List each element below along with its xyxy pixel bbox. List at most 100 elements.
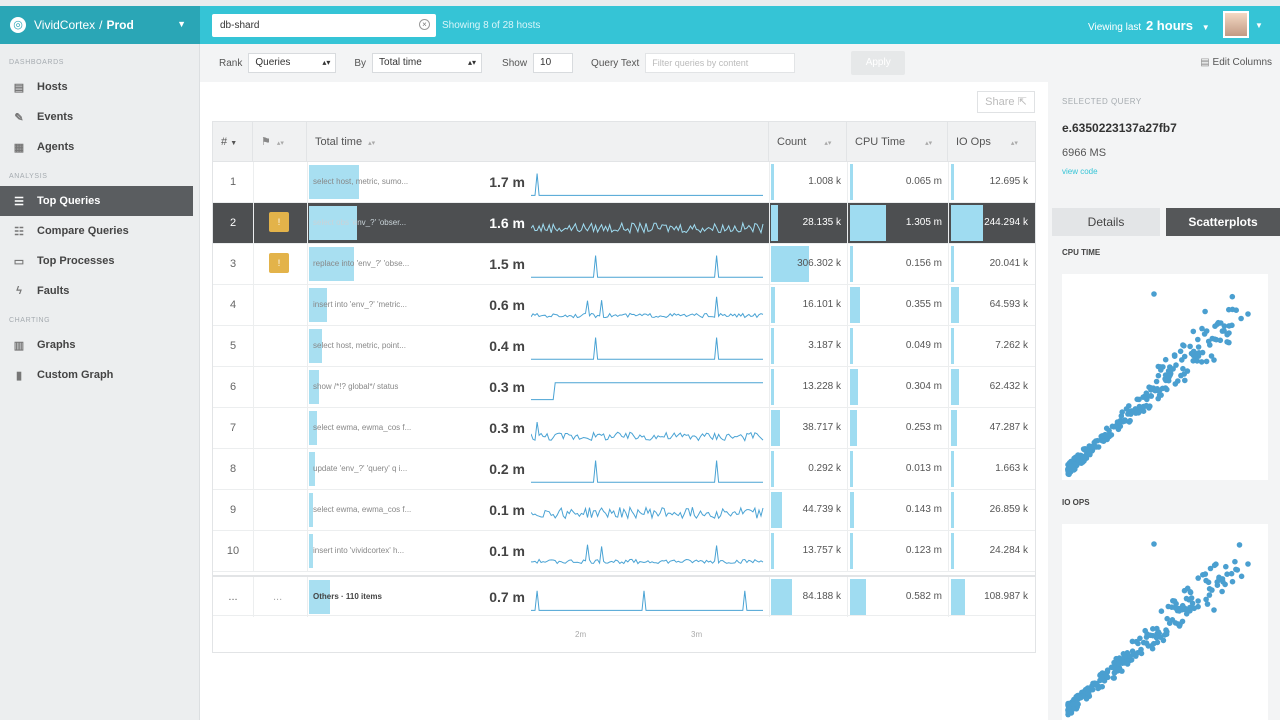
query-text: select ewma, ewma_cos f... <box>313 423 412 432</box>
sidebar-item-label: Agents <box>37 141 75 153</box>
table-row[interactable]: 6 show /*!? global*/ status 0.3 m 13.228 k 0… <box>213 367 1035 408</box>
column-divider <box>948 490 949 530</box>
header-flag[interactable]: ⚑ ▴▾ <box>253 122 307 162</box>
table-row[interactable]: 9 select ewma, ewma_cos f... 0.1 m 44.739 k… <box>213 490 1035 531</box>
flag-badge-icon[interactable]: ! <box>269 253 289 273</box>
scatter-point <box>1114 666 1121 672</box>
scatter-point <box>1233 566 1239 573</box>
sidebar-item-label: Events <box>37 111 74 123</box>
scatter-point <box>1164 615 1170 622</box>
sparkline-path <box>531 544 764 565</box>
query-text-input[interactable]: Filter queries by content <box>645 53 796 73</box>
scatter-point <box>1203 596 1209 603</box>
scatter-point <box>1119 409 1125 415</box>
scatter-point <box>1154 386 1161 392</box>
scatter-point <box>1163 631 1170 637</box>
sidebar-item-top-queries[interactable]: ☰ Top Queries <box>0 186 193 216</box>
scatter-point <box>1204 601 1211 607</box>
column-divider <box>847 326 848 366</box>
table-row[interactable]: 5 select host, metric, point... 0.4 m 3.187… <box>213 326 1035 367</box>
scatter-point <box>1170 366 1176 372</box>
column-divider <box>948 244 949 284</box>
cpu-time-value: 0.143 m <box>905 504 942 515</box>
scatter-point <box>1065 706 1072 712</box>
scatter-point <box>1188 595 1195 601</box>
table-row[interactable]: 2! select obs 'env_?' 'obser... 1.6 m 28.13… <box>213 203 1035 244</box>
tab-details[interactable]: Details <box>1052 208 1160 236</box>
time-range-selector[interactable]: Viewing last 2 hours ▼ <box>1088 18 1210 33</box>
show-input[interactable]: 10 <box>533 53 574 73</box>
header-io-ops[interactable]: IO Ops ▴▾ <box>956 136 1018 148</box>
flag-badge-icon[interactable]: ! <box>269 212 289 232</box>
view-code-link[interactable]: view code <box>1062 167 1098 176</box>
cpu-time-value: 0.304 m <box>905 381 942 392</box>
scatter-point <box>1211 357 1217 363</box>
sparkline-path <box>531 422 764 442</box>
sidebar-item-custom-graph[interactable]: ▮ Custom Graph <box>0 360 199 390</box>
by-label: By <box>354 57 367 69</box>
host-search-input[interactable]: db-shard × <box>212 14 436 37</box>
cpu-time-plot-label: CPU TIME <box>1062 248 1101 257</box>
sidebar-item-graphs[interactable]: ▥ Graphs <box>0 330 199 360</box>
host-count-text: Showing 8 of 28 hosts <box>442 20 541 31</box>
header-count[interactable]: Count ▴▾ <box>769 122 847 162</box>
share-button[interactable]: Share ⇱ <box>977 91 1035 113</box>
by-select[interactable]: Total time ▴▾ <box>372 53 483 73</box>
table-row[interactable]: 3! replace into 'env_?' 'obse... 1.5 m 306.… <box>213 244 1035 285</box>
tab-scatterplots[interactable]: Scatterplots <box>1166 208 1280 236</box>
cpu-time-value: 0.355 m <box>905 299 942 310</box>
column-divider <box>847 531 848 571</box>
cpu-bar <box>850 205 886 241</box>
scatter-point <box>1229 578 1236 585</box>
table-row[interactable]: ...... Others · 110 items 0.7 m 84.188 k 0.5… <box>213 575 1035 617</box>
scatter-point <box>1113 423 1119 430</box>
header-total-time[interactable]: Total time ▴▾ <box>307 122 769 162</box>
total-time-value: 0.7 m <box>489 589 525 605</box>
column-divider <box>307 490 308 530</box>
sidebar-section-title: CHARTING <box>9 317 51 324</box>
scatter-point <box>1086 448 1093 454</box>
scatter-point <box>1180 365 1186 372</box>
edit-columns-button[interactable]: ▤ Edit Columns <box>1200 57 1272 68</box>
scatter-point <box>1151 541 1157 547</box>
column-divider <box>769 449 770 489</box>
sidebar-item-agents[interactable]: ▦ Agents <box>0 132 199 162</box>
column-divider <box>769 162 770 202</box>
rank-select[interactable]: Queries ▴▾ <box>248 53 337 73</box>
org-selector[interactable]: ◎ VividCortex / Prod ▼ <box>0 6 200 44</box>
scatter-point <box>1164 386 1170 393</box>
show-label: Show <box>502 57 528 69</box>
table-row[interactable]: 8 update 'env_?' 'query' q i... 0.2 m 0.292… <box>213 449 1035 490</box>
cpu-bar <box>850 369 858 405</box>
table-row[interactable]: 10 insert into 'vividcortex' h... 0.1 m 13.… <box>213 531 1035 572</box>
io-ops-scatterplot[interactable] <box>1062 524 1268 720</box>
io-bar <box>951 369 959 405</box>
io-bar <box>951 410 958 446</box>
count-value: 84.188 k <box>802 591 841 602</box>
sidebar-item-events[interactable]: ✎ Events <box>0 102 199 132</box>
compare-icon: ☷ <box>14 225 24 238</box>
total-time-value: 0.1 m <box>489 502 525 518</box>
table-row[interactable]: 4 insert into 'env_?' 'metric... 0.6 m 16.1… <box>213 285 1035 326</box>
total-time-bar <box>309 370 319 404</box>
scatter-point <box>1198 359 1205 365</box>
column-divider <box>847 490 848 530</box>
clear-search-icon[interactable]: × <box>419 19 430 30</box>
cpu-time-scatterplot[interactable] <box>1062 274 1268 480</box>
scatter-point <box>1187 343 1193 350</box>
scatter-point <box>1071 455 1077 462</box>
scatter-point <box>1166 620 1173 626</box>
header-cpu-time[interactable]: CPU Time ▴▾ <box>847 122 948 162</box>
sidebar-item-top-processes[interactable]: ▭ Top Processes <box>0 246 199 276</box>
sidebar-item-faults[interactable]: ϟ Faults <box>0 276 199 306</box>
user-avatar[interactable]: ▼ <box>1223 11 1263 38</box>
scatter-point <box>1208 353 1215 359</box>
table-row[interactable]: 7 select ewma, ewma_cos f... 0.3 m 38.717 k… <box>213 408 1035 449</box>
apply-button[interactable]: Apply <box>851 51 906 75</box>
sparkline-path <box>531 296 764 319</box>
table-row[interactable]: 1 select host, metric, sumo... 1.7 m 1.008 … <box>213 162 1035 203</box>
header-rank[interactable]: # ▼ <box>213 122 253 162</box>
sidebar-item-hosts[interactable]: ▤ Hosts <box>0 72 199 102</box>
sidebar-item-compare-queries[interactable]: ☷ Compare Queries <box>0 216 199 246</box>
total-time-bar <box>309 534 314 568</box>
